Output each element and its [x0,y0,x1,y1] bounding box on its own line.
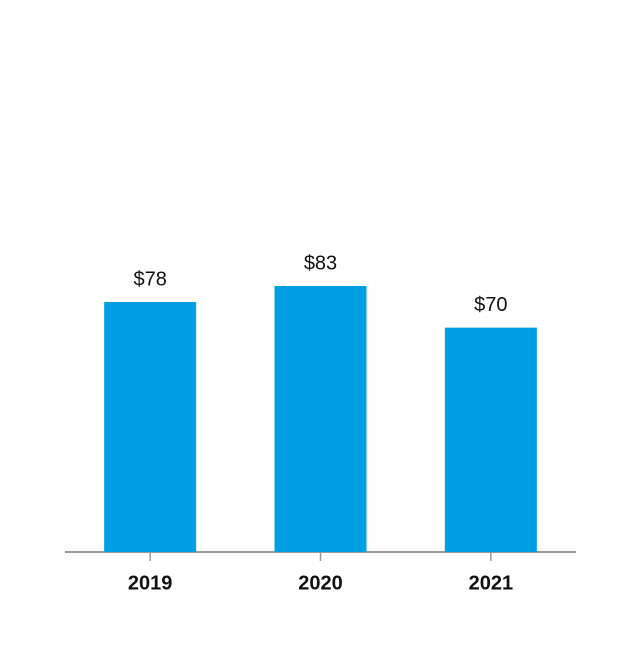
bar [274,285,367,552]
bar [444,327,537,552]
x-tick-label: 2020 [298,572,343,594]
value-label: $78 [133,268,166,290]
value-label: $70 [474,294,507,316]
bar [104,302,197,552]
x-tick-label: 2021 [469,572,514,594]
x-tick-label: 2019 [128,572,173,594]
value-label: $83 [304,252,337,274]
